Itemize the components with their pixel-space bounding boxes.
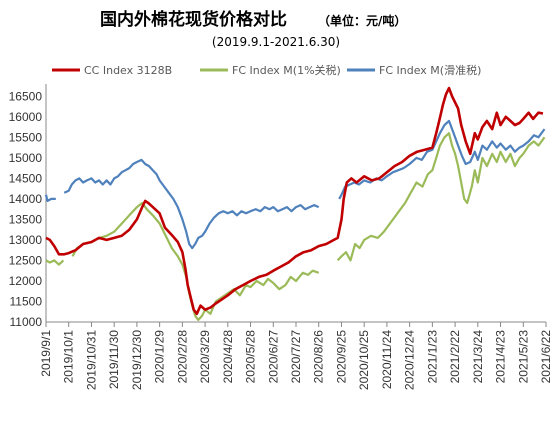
y-tick-label: 16500 [9, 89, 43, 103]
y-tick-label: 14500 [9, 171, 43, 185]
x-tick-label: 2019/10/31 [84, 330, 98, 390]
x-tick-label: 2020/8/26 [312, 330, 326, 384]
legend-label-2: FC Index M(1%关税) [232, 63, 341, 77]
legend: CC Index 3128B FC Index M(1%关税) FC Index M… [52, 63, 481, 77]
y-tick-label: 11000 [10, 315, 43, 329]
series-group [44, 86, 546, 321]
x-tick-label: 2019/9/1 [39, 330, 53, 377]
y-tick-label: 15000 [9, 151, 43, 165]
x-tick-label: 2021/2/22 [448, 330, 462, 384]
y-axis: 11000 11500 12000 12500 13000 13500 14000 14500… [9, 84, 47, 329]
x-tick-label: 2021/3/24 [471, 330, 485, 384]
x-tick-label: 2020/6/27 [266, 330, 280, 384]
y-tick-label: 11500 [10, 294, 43, 308]
legend-label-1: CC Index 3128B [84, 64, 172, 77]
chart-subtitle: (2019.9.1-2021.6.30) [212, 35, 340, 49]
series-line-3 [44, 119, 546, 250]
x-tick-label: 2019/10/1 [62, 330, 76, 384]
x-tick-label: 2020/1/29 [153, 330, 167, 384]
series-line-2 [45, 132, 546, 321]
x-tick-label: 2021/6/22 [539, 330, 553, 384]
x-tick-label: 2019/11/30 [107, 330, 121, 389]
x-tick-label: 2019/12/30 [130, 330, 144, 390]
x-tick-label: 2020/7/27 [289, 330, 303, 384]
x-tick-label: 2021/5/23 [516, 330, 530, 384]
y-tick-label: 13500 [9, 212, 43, 226]
legend-label-3: FC Index M(滑准税) [379, 63, 481, 77]
x-tick-label: 2021/1/23 [425, 330, 439, 384]
chart-unit-note: （单位：元/吨） [318, 13, 406, 28]
y-tick-label: 12000 [9, 274, 43, 288]
x-axis: 2019/9/1 2019/10/1 2019/10/31 2019/11/30 201… [39, 321, 553, 390]
x-tick-label: 2020/3/29 [198, 330, 212, 384]
y-tick-label: 16000 [9, 110, 43, 124]
x-tick-label: 2020/9/25 [334, 330, 348, 384]
y-tick-label: 15500 [9, 130, 43, 144]
x-tick-label: 2020/10/25 [357, 330, 371, 390]
x-tick-label: 2021/4/23 [494, 330, 508, 384]
series-line-1 [45, 86, 544, 316]
chart-title: 国内外棉花现货价格对比 [100, 9, 287, 30]
x-tick-label: 2020/2/28 [175, 330, 189, 384]
y-tick-label: 12500 [9, 253, 43, 267]
y-tick-label: 13000 [9, 233, 43, 247]
y-tick-label: 14000 [9, 192, 43, 206]
x-tick-label: 2020/5/28 [244, 330, 258, 384]
x-tick-label: 2020/11/24 [380, 330, 394, 389]
x-tick-label: 2020/12/24 [403, 330, 417, 390]
x-tick-label: 2020/4/28 [221, 330, 235, 384]
